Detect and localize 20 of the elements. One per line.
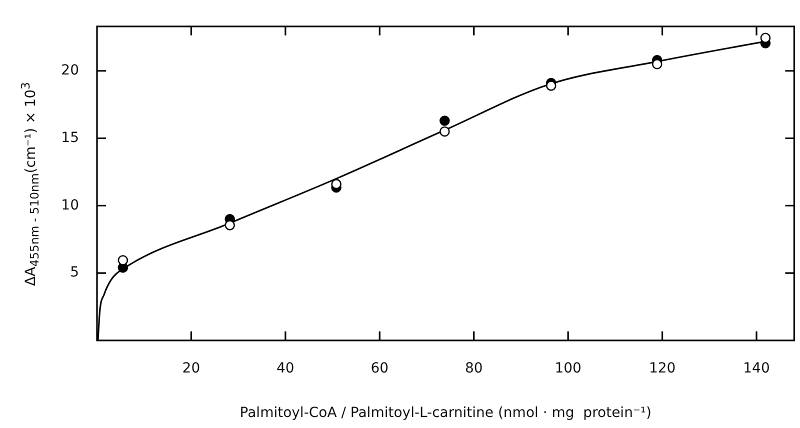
y-tick-label: 5: [70, 264, 79, 281]
y-tick-label: 10: [61, 197, 79, 214]
point: [652, 58, 662, 70]
x-tick-label: 40: [276, 360, 294, 376]
x-axis-title: Palmitoyl-CoA / Palmitoyl-L-carnitine (nmol · mg protein⁻¹): [240, 405, 652, 422]
point: [440, 126, 450, 137]
point: [760, 32, 771, 44]
point: [224, 220, 235, 230]
point: [118, 255, 128, 266]
x-tick-label: 140: [743, 360, 770, 376]
x-tick-label: 120: [648, 360, 676, 376]
y-tick-label: 15: [61, 130, 79, 146]
x-tick-label: 20: [182, 360, 200, 376]
point: [331, 178, 342, 190]
y-tick-label: 20: [61, 62, 79, 79]
point: [440, 116, 450, 126]
x-tick-label: 60: [370, 360, 389, 376]
x-tick-label: 100: [554, 360, 582, 376]
point: [546, 80, 556, 91]
x-tick-label: 80: [464, 360, 483, 376]
